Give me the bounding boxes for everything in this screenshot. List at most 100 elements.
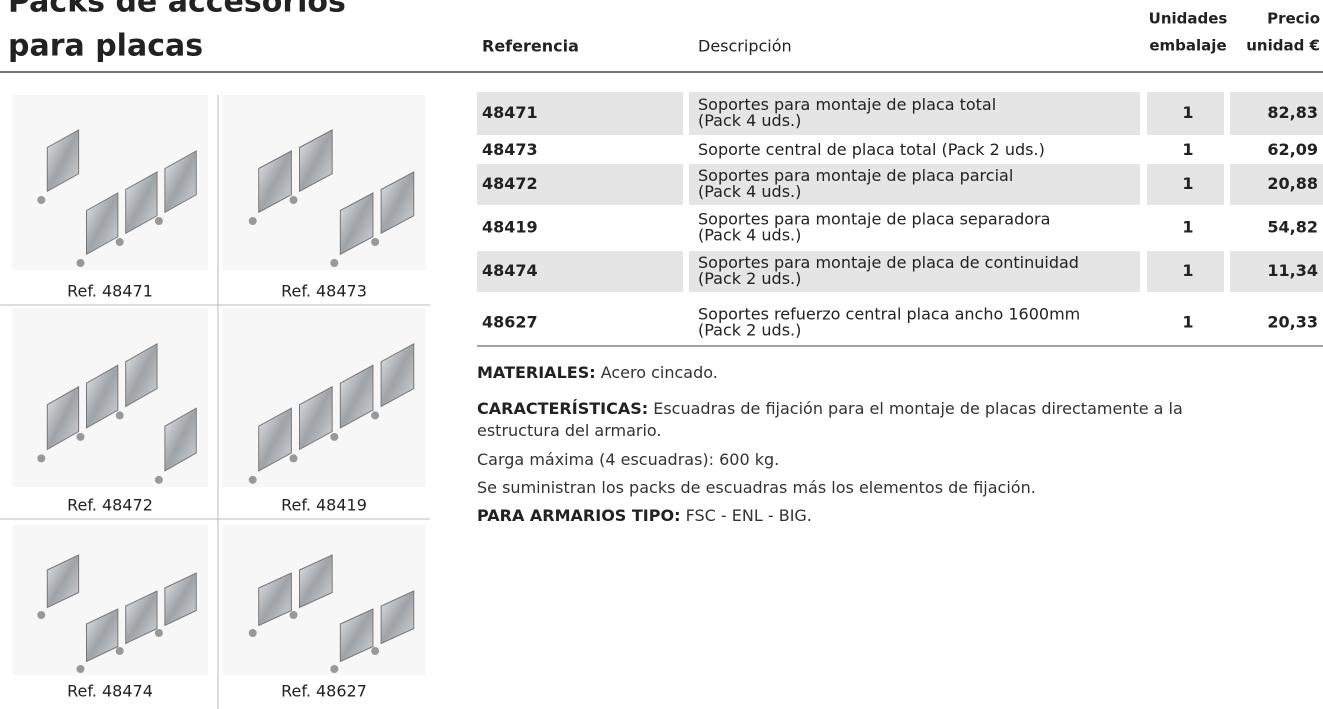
desc-cell: (Pack 4 uds.)	[698, 182, 801, 201]
row-shade	[1147, 92, 1224, 135]
bracket	[164, 150, 197, 214]
screw	[371, 647, 380, 655]
desc-cell: Soportes para montaje de placa separador…	[698, 210, 1050, 229]
photo-caption: Ref. 48472	[67, 496, 153, 515]
photo-parts	[37, 342, 197, 484]
photo	[222, 95, 426, 270]
desc-cell: Soportes para montaje de placa de contin…	[698, 253, 1079, 272]
bracket	[85, 192, 119, 256]
bracket	[46, 554, 80, 609]
screw	[330, 665, 339, 673]
bracket	[380, 171, 415, 235]
desc-cell: (Pack 2 uds.)	[698, 321, 801, 340]
row-shade	[477, 164, 683, 205]
note: estructura del armario.	[477, 421, 662, 440]
note-text: estructura del armario.	[477, 421, 662, 440]
col-header: Descripción	[698, 37, 792, 56]
col-header: unidad €	[1246, 37, 1320, 55]
screw	[115, 411, 124, 420]
row-shade	[1230, 251, 1323, 292]
row-shade	[689, 251, 1140, 292]
screw	[37, 454, 46, 463]
page-title: Packs de accesorios	[8, 0, 346, 20]
bracket	[85, 364, 119, 429]
ref-cell: 48471	[482, 103, 538, 122]
price-cell: 20,33	[1267, 313, 1318, 332]
price-cell: 11,34	[1267, 261, 1318, 280]
screw	[248, 475, 257, 484]
row-shade	[1230, 92, 1323, 135]
photo-parts	[248, 129, 415, 267]
price-cell: 54,82	[1267, 218, 1318, 237]
bracket	[380, 590, 415, 645]
bracket	[125, 342, 158, 408]
bracket	[258, 407, 292, 472]
price-cell: 20,88	[1267, 174, 1318, 193]
screw	[248, 217, 257, 225]
ref-cell: 48473	[482, 140, 538, 159]
desc-cell: Soportes para montaje de placa total	[698, 95, 996, 114]
note-text: Escuadras de fijación para el montaje de…	[653, 399, 1183, 418]
bracket	[258, 150, 292, 214]
bracket	[339, 192, 374, 256]
note-text: Se suministran los packs de escuadras má…	[477, 478, 1036, 497]
desc-cell: (Pack 2 uds.)	[698, 269, 801, 288]
screw	[37, 196, 46, 204]
photo-caption: Ref. 48473	[281, 282, 367, 301]
ref-cell: 48474	[482, 261, 538, 280]
row-shade	[477, 92, 683, 135]
note: MATERIALES: Acero cincado.	[477, 363, 718, 382]
screw	[115, 647, 124, 655]
note: CARACTERÍSTICAS: Escuadras de fijación p…	[477, 399, 1183, 418]
bracket	[125, 171, 158, 235]
price-cell: 62,09	[1267, 140, 1318, 159]
photo-caption: Ref. 48474	[67, 682, 153, 701]
note: PARA ARMARIOS TIPO: FSC - ENL - BIG.	[477, 506, 812, 525]
desc-cell: (Pack 4 uds.)	[698, 226, 801, 245]
screw	[76, 259, 85, 267]
photo-caption: Ref. 48419	[281, 496, 367, 515]
bracket	[339, 364, 374, 429]
photo-caption: Ref. 48627	[281, 682, 367, 701]
note-label: CARACTERÍSTICAS:	[477, 399, 648, 418]
ref-cell: 48627	[482, 313, 538, 332]
screw	[289, 611, 298, 619]
bracket	[299, 129, 333, 193]
ref-cell: 48419	[482, 218, 538, 237]
bracket	[46, 385, 80, 451]
note-label: MATERIALES:	[477, 363, 596, 382]
note-text: Carga máxima (4 escuadras): 600 kg.	[477, 450, 779, 469]
units-cell: 1	[1182, 218, 1193, 237]
desc-cell: (Pack 4 uds.)	[698, 111, 801, 130]
screw	[154, 217, 163, 225]
screw	[371, 411, 380, 420]
screw	[330, 432, 339, 441]
units-cell: 1	[1182, 261, 1193, 280]
photo	[222, 525, 426, 675]
note-label: PARA ARMARIOS TIPO:	[477, 506, 680, 525]
bracket	[125, 590, 158, 645]
screw	[330, 259, 339, 267]
ref-cell: 48472	[482, 174, 538, 193]
bracket	[339, 608, 374, 663]
bracket	[46, 129, 80, 193]
units-cell: 1	[1182, 140, 1193, 159]
screw	[76, 432, 85, 441]
photo-parts	[37, 554, 197, 673]
photo-parts	[248, 554, 415, 673]
desc-cell: Soportes refuerzo central placa ancho 16…	[698, 305, 1080, 324]
page-title: para placas	[8, 29, 203, 64]
note: Carga máxima (4 escuadras): 600 kg.	[477, 450, 779, 469]
col-header: embalaje	[1149, 37, 1226, 55]
screw	[154, 629, 163, 637]
screw	[154, 475, 163, 484]
price-cell: 82,83	[1267, 103, 1318, 122]
bracket	[164, 407, 197, 472]
col-header: Referencia	[482, 37, 579, 56]
bracket	[299, 385, 333, 451]
row-shade	[1230, 164, 1323, 205]
row-shade	[477, 251, 683, 292]
note: Se suministran los packs de escuadras má…	[477, 478, 1036, 497]
photo-parts	[37, 129, 197, 267]
